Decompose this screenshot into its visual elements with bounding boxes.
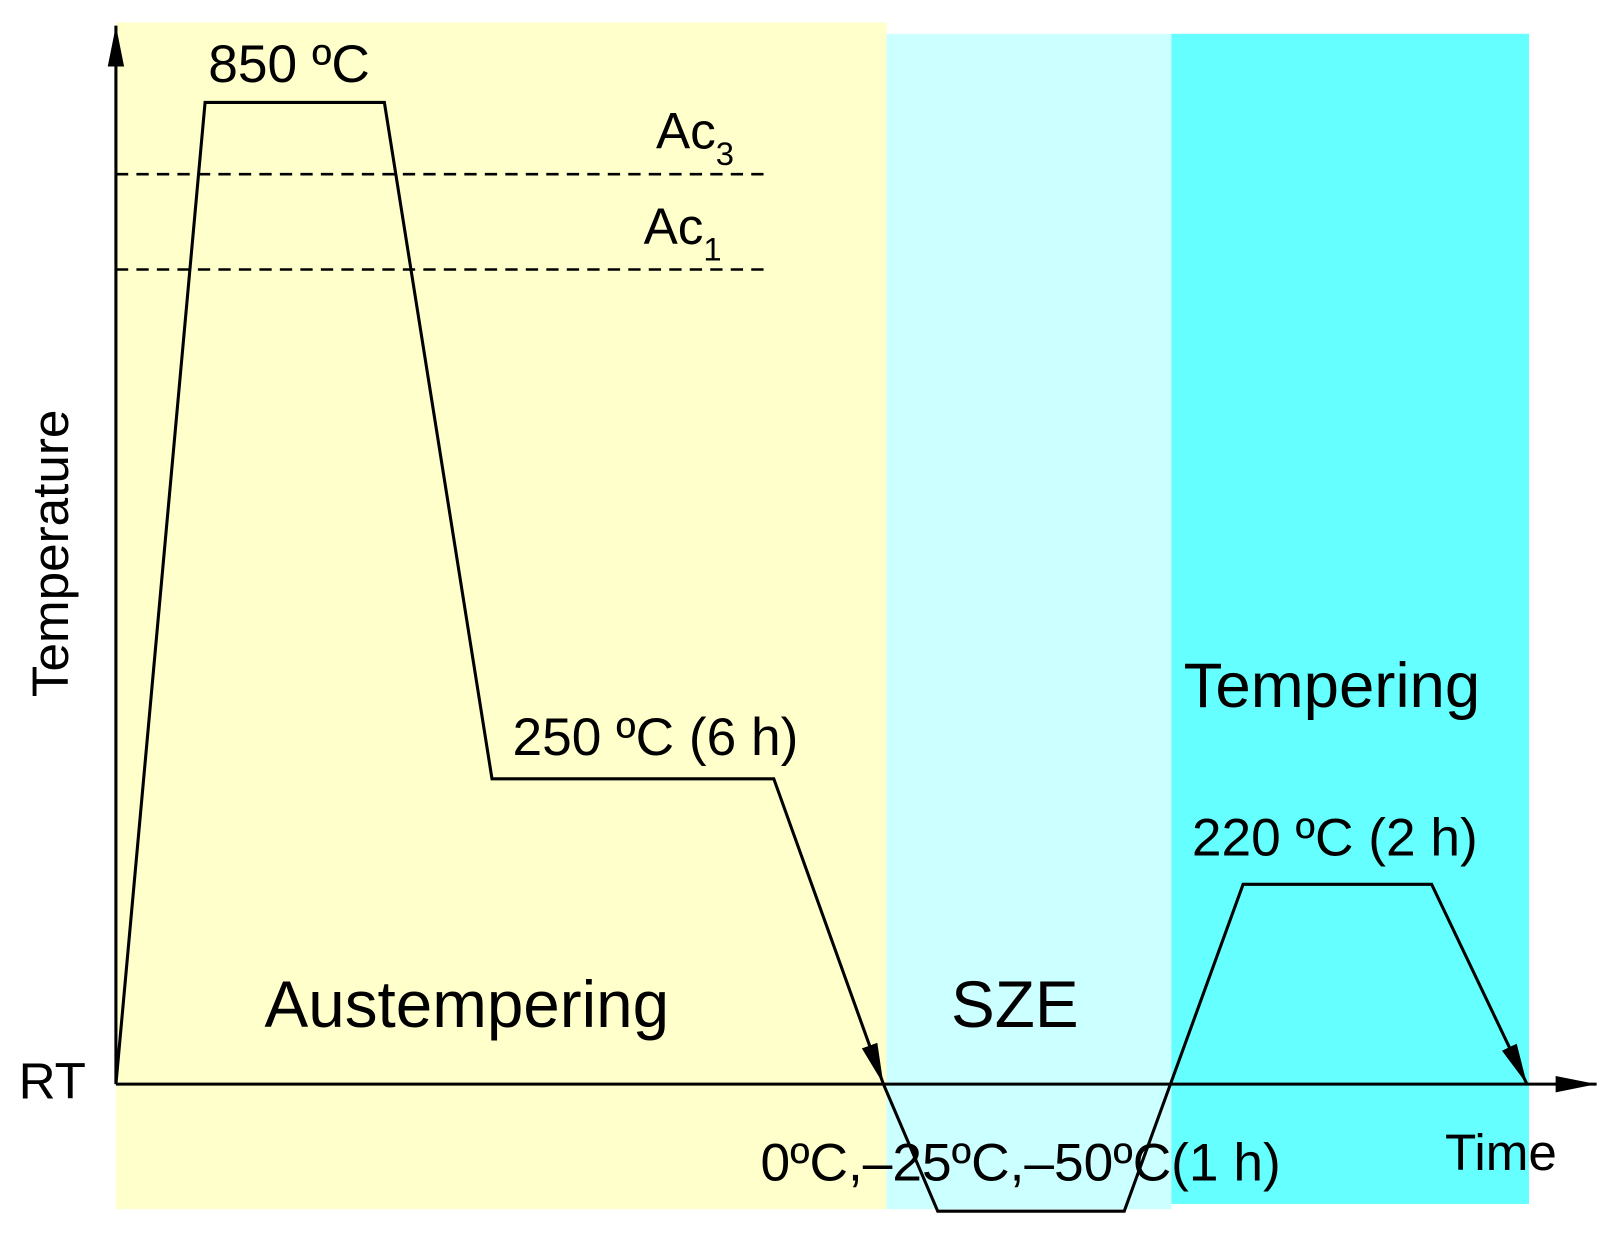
ac3-sub: 3 [716,135,734,172]
peak-label: 850 ºC [208,35,370,94]
y-axis-label: Temperature [22,410,79,698]
stage-label: Austempering [265,968,670,1041]
tempering-zone [1171,33,1529,1205]
tempering-temp-label: 220 ºC (2 h) [1192,809,1478,868]
sze-temp-label: 0ºC,–25ºC,–50ºC(1 h) [760,1133,1280,1192]
austempering-zone [115,22,887,1210]
sze-tempering-path [882,882,1529,1213]
ac1-label: Ac1 [644,198,722,267]
austempering-path [114,100,885,1085]
stage-label: SZE [951,968,1079,1041]
hold-label: 250 ºC (6 h) [512,708,798,767]
origin-label: RT [19,1052,86,1109]
ac1-sub: 1 [703,230,721,267]
sze-zone [886,33,1172,1210]
stage-label: Tempering [1184,650,1481,721]
ac1-base: Ac [644,198,704,255]
ac3-base: Ac [656,103,716,160]
ac3-label: Ac3 [656,103,734,172]
x-axis-label: Time [1445,1124,1557,1181]
